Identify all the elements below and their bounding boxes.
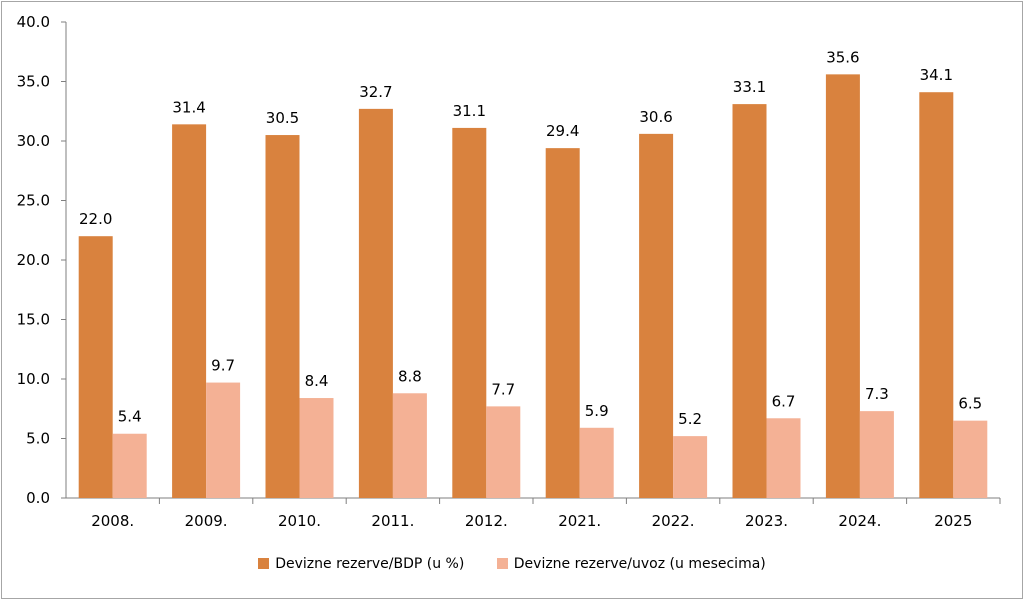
bar-reserves-gdp: [78, 236, 113, 498]
y-tick-label: 40.0: [17, 13, 50, 31]
bar-reserves-gdp: [919, 92, 954, 499]
y-tick-label: 25.0: [17, 192, 50, 210]
x-tick-label: 2010.: [278, 512, 321, 530]
data-label: 8.8: [398, 367, 422, 385]
bar-reserves-imports: [112, 433, 147, 498]
x-tick-label: 2012.: [465, 512, 508, 530]
data-label: 7.7: [491, 380, 515, 398]
data-label: 29.4: [546, 122, 579, 140]
legend-item-reserves-gdp: Devizne rezerve/BDP (u %): [258, 556, 464, 572]
legend-label-reserves-gdp: Devizne rezerve/BDP (u %): [275, 556, 465, 572]
legend-item-reserves-imports: Devizne rezerve/uvoz (u mesecima): [496, 556, 766, 572]
data-label: 9.7: [211, 357, 235, 375]
x-tick-label: 2023.: [745, 512, 788, 530]
data-label: 5.9: [585, 402, 609, 420]
data-label: 31.4: [172, 98, 205, 116]
bar-reserves-gdp: [265, 135, 300, 499]
x-tick-label: 2011.: [371, 512, 414, 530]
data-label: 8.4: [305, 372, 329, 390]
bar-reserves-imports: [579, 427, 614, 498]
bar-reserves-imports: [299, 398, 334, 498]
x-tick-label: 2021.: [558, 512, 601, 530]
data-label: 22.0: [79, 210, 112, 228]
bar-reserves-imports: [206, 382, 241, 498]
data-label: 6.5: [958, 395, 982, 413]
x-tick-label: 2025: [934, 512, 972, 530]
bar-reserves-imports: [486, 406, 521, 498]
bar-reserves-gdp: [358, 108, 393, 499]
data-label: 5.2: [678, 410, 702, 428]
data-label: 30.5: [266, 109, 299, 127]
x-tick-label: 2008.: [91, 512, 134, 530]
bar-reserves-gdp: [172, 124, 207, 498]
y-tick-label: 20.0: [17, 251, 50, 269]
y-tick-label: 15.0: [17, 311, 50, 329]
y-tick-label: 35.0: [17, 73, 50, 91]
y-tick-label: 0.0: [26, 489, 50, 507]
data-label: 7.3: [865, 385, 889, 403]
data-label: 34.1: [920, 66, 953, 84]
data-label: 31.1: [453, 102, 486, 120]
legend-swatch-reserves-imports: [496, 558, 508, 569]
bar-reserves-imports: [673, 436, 708, 498]
data-label: 35.6: [826, 48, 859, 66]
x-tick-label: 2024.: [838, 512, 881, 530]
data-label: 30.6: [639, 108, 672, 126]
data-label: 6.7: [772, 392, 796, 410]
bar-reserves-gdp: [545, 148, 580, 498]
bar-reserves-gdp: [639, 133, 674, 499]
x-tick-label: 2009.: [185, 512, 228, 530]
data-label: 5.4: [118, 408, 142, 426]
bar-reserves-gdp: [825, 74, 860, 499]
x-tick-label: 2022.: [652, 512, 695, 530]
bar-reserves-imports: [859, 411, 894, 498]
bar-reserves-imports: [953, 420, 988, 498]
y-tick-label: 30.0: [17, 132, 50, 150]
data-label: 32.7: [359, 83, 392, 101]
legend: Devizne rezerve/BDP (u %) Devizne rezerv…: [0, 556, 1024, 572]
bar-reserves-gdp: [452, 127, 487, 498]
y-tick-label: 10.0: [17, 370, 50, 388]
bar-reserves-gdp: [732, 104, 767, 499]
legend-label-reserves-imports: Devizne rezerve/uvoz (u mesecima): [513, 556, 766, 572]
y-tick-label: 5.0: [26, 430, 50, 448]
bar-reserves-imports: [392, 393, 427, 498]
data-label: 33.1: [733, 78, 766, 96]
legend-swatch-reserves-gdp: [258, 558, 270, 569]
bar-reserves-imports: [766, 418, 801, 498]
